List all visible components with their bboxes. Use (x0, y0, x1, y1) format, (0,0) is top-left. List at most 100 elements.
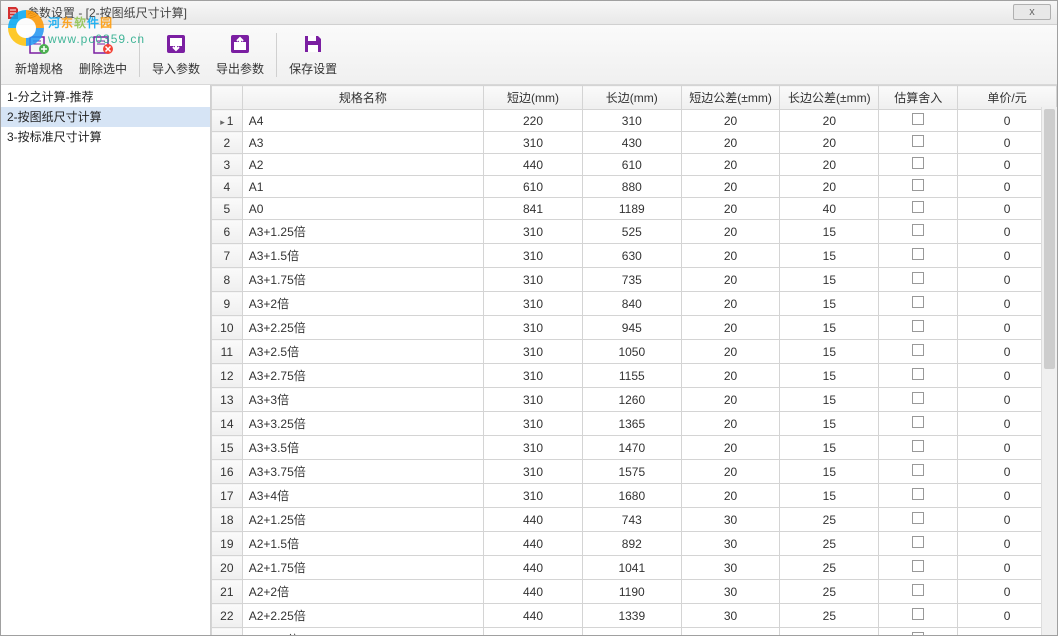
cell-short[interactable]: 440 (484, 556, 583, 580)
table-row[interactable]: 10A3+2.25倍31094520150 (212, 316, 1057, 340)
row-number[interactable]: 16 (212, 460, 243, 484)
cell-stol[interactable]: 20 (681, 244, 780, 268)
cell-ltol[interactable]: 20 (780, 110, 879, 132)
table-row[interactable]: 9A3+2倍31084020150 (212, 292, 1057, 316)
import-button[interactable]: 导入参数 (144, 27, 208, 83)
column-header-long[interactable]: 长边(mm) (582, 86, 681, 110)
table-row[interactable]: 7A3+1.5倍31063020150 (212, 244, 1057, 268)
cell-long[interactable]: 1365 (582, 412, 681, 436)
cell-ltol[interactable]: 15 (780, 412, 879, 436)
cell-long[interactable]: 892 (582, 532, 681, 556)
cell-short[interactable]: 841 (484, 198, 583, 220)
cell-name[interactable]: A3+4倍 (242, 484, 483, 508)
cell-ltol[interactable]: 25 (780, 604, 879, 628)
checkbox[interactable] (912, 248, 924, 260)
cell-short[interactable]: 310 (484, 132, 583, 154)
column-header-short[interactable]: 短边(mm) (484, 86, 583, 110)
cell-name[interactable]: A3+3倍 (242, 388, 483, 412)
row-number[interactable]: 13 (212, 388, 243, 412)
checkbox[interactable] (912, 632, 924, 635)
table-row[interactable]: 21A2+2倍440119030250 (212, 580, 1057, 604)
cell-short[interactable]: 310 (484, 388, 583, 412)
cell-stol[interactable]: 20 (681, 220, 780, 244)
cell-short[interactable]: 610 (484, 176, 583, 198)
cell-long[interactable]: 1155 (582, 364, 681, 388)
sidebar-item[interactable]: 1-分之计算-推荐 (1, 87, 210, 107)
cell-stol[interactable]: 20 (681, 292, 780, 316)
cell-ltol[interactable]: 15 (780, 436, 879, 460)
cell-short[interactable]: 310 (484, 244, 583, 268)
cell-long[interactable]: 610 (582, 154, 681, 176)
cell-long[interactable]: 1680 (582, 484, 681, 508)
table-row[interactable]: 1A422031020200 (212, 110, 1057, 132)
checkbox[interactable] (912, 464, 924, 476)
row-number[interactable]: 9 (212, 292, 243, 316)
cell-name[interactable]: A3+3.75倍 (242, 460, 483, 484)
table-row[interactable]: 22A2+2.25倍440133930250 (212, 604, 1057, 628)
cell-name[interactable]: A3+1.75倍 (242, 268, 483, 292)
cell-ltol[interactable]: 15 (780, 292, 879, 316)
cell-ltol[interactable]: 20 (780, 176, 879, 198)
table-row[interactable]: 12A3+2.75倍310115520150 (212, 364, 1057, 388)
cell-long[interactable]: 945 (582, 316, 681, 340)
cell-short[interactable]: 310 (484, 460, 583, 484)
cell-round[interactable] (879, 628, 958, 636)
cell-stol[interactable]: 20 (681, 268, 780, 292)
export-button[interactable]: 导出参数 (208, 27, 272, 83)
cell-round[interactable] (879, 220, 958, 244)
row-number[interactable]: 11 (212, 340, 243, 364)
cell-long[interactable]: 1050 (582, 340, 681, 364)
cell-stol[interactable]: 30 (681, 604, 780, 628)
checkbox[interactable] (912, 512, 924, 524)
cell-ltol[interactable]: 15 (780, 460, 879, 484)
new-spec-button[interactable]: 新增规格 (7, 27, 71, 83)
cell-name[interactable]: A3+3.25倍 (242, 412, 483, 436)
cell-name[interactable]: A2+1.75倍 (242, 556, 483, 580)
column-header-stol[interactable]: 短边公差(±mm) (681, 86, 780, 110)
cell-round[interactable] (879, 154, 958, 176)
vertical-scrollbar[interactable] (1041, 107, 1057, 635)
checkbox[interactable] (912, 416, 924, 428)
checkbox[interactable] (912, 488, 924, 500)
sidebar-item[interactable]: 2-按图纸尺寸计算 (1, 107, 210, 127)
checkbox[interactable] (912, 536, 924, 548)
checkbox[interactable] (912, 440, 924, 452)
row-number[interactable]: 21 (212, 580, 243, 604)
cell-round[interactable] (879, 132, 958, 154)
column-header-name[interactable]: 规格名称 (242, 86, 483, 110)
cell-name[interactable]: A3+2倍 (242, 292, 483, 316)
cell-name[interactable]: A2+2.5倍 (242, 628, 483, 636)
cell-stol[interactable]: 30 (681, 508, 780, 532)
delete-sel-button[interactable]: 删除选中 (71, 27, 135, 83)
cell-stol[interactable]: 30 (681, 532, 780, 556)
cell-long[interactable]: 840 (582, 292, 681, 316)
cell-ltol[interactable]: 25 (780, 508, 879, 532)
cell-long[interactable]: 1260 (582, 388, 681, 412)
table-row[interactable]: 8A3+1.75倍31073520150 (212, 268, 1057, 292)
cell-stol[interactable]: 20 (681, 316, 780, 340)
cell-long[interactable]: 1041 (582, 556, 681, 580)
cell-short[interactable]: 440 (484, 508, 583, 532)
table-row[interactable]: 20A2+1.75倍440104130250 (212, 556, 1057, 580)
cell-name[interactable]: A3+2.5倍 (242, 340, 483, 364)
cell-stol[interactable]: 20 (681, 154, 780, 176)
cell-short[interactable]: 310 (484, 292, 583, 316)
cell-long[interactable]: 1470 (582, 436, 681, 460)
table-row[interactable]: 17A3+4倍310168020150 (212, 484, 1057, 508)
cell-short[interactable]: 310 (484, 268, 583, 292)
row-number[interactable]: 22 (212, 604, 243, 628)
checkbox[interactable] (912, 320, 924, 332)
cell-stol[interactable]: 30 (681, 580, 780, 604)
row-number[interactable]: 3 (212, 154, 243, 176)
table-row[interactable]: 6A3+1.25倍31052520150 (212, 220, 1057, 244)
cell-short[interactable]: 440 (484, 154, 583, 176)
row-number[interactable]: 6 (212, 220, 243, 244)
cell-round[interactable] (879, 340, 958, 364)
table-row[interactable]: 16A3+3.75倍310157520150 (212, 460, 1057, 484)
cell-round[interactable] (879, 532, 958, 556)
checkbox[interactable] (912, 272, 924, 284)
row-number[interactable]: 14 (212, 412, 243, 436)
cell-round[interactable] (879, 292, 958, 316)
checkbox[interactable] (912, 392, 924, 404)
cell-name[interactable]: A2+2.25倍 (242, 604, 483, 628)
